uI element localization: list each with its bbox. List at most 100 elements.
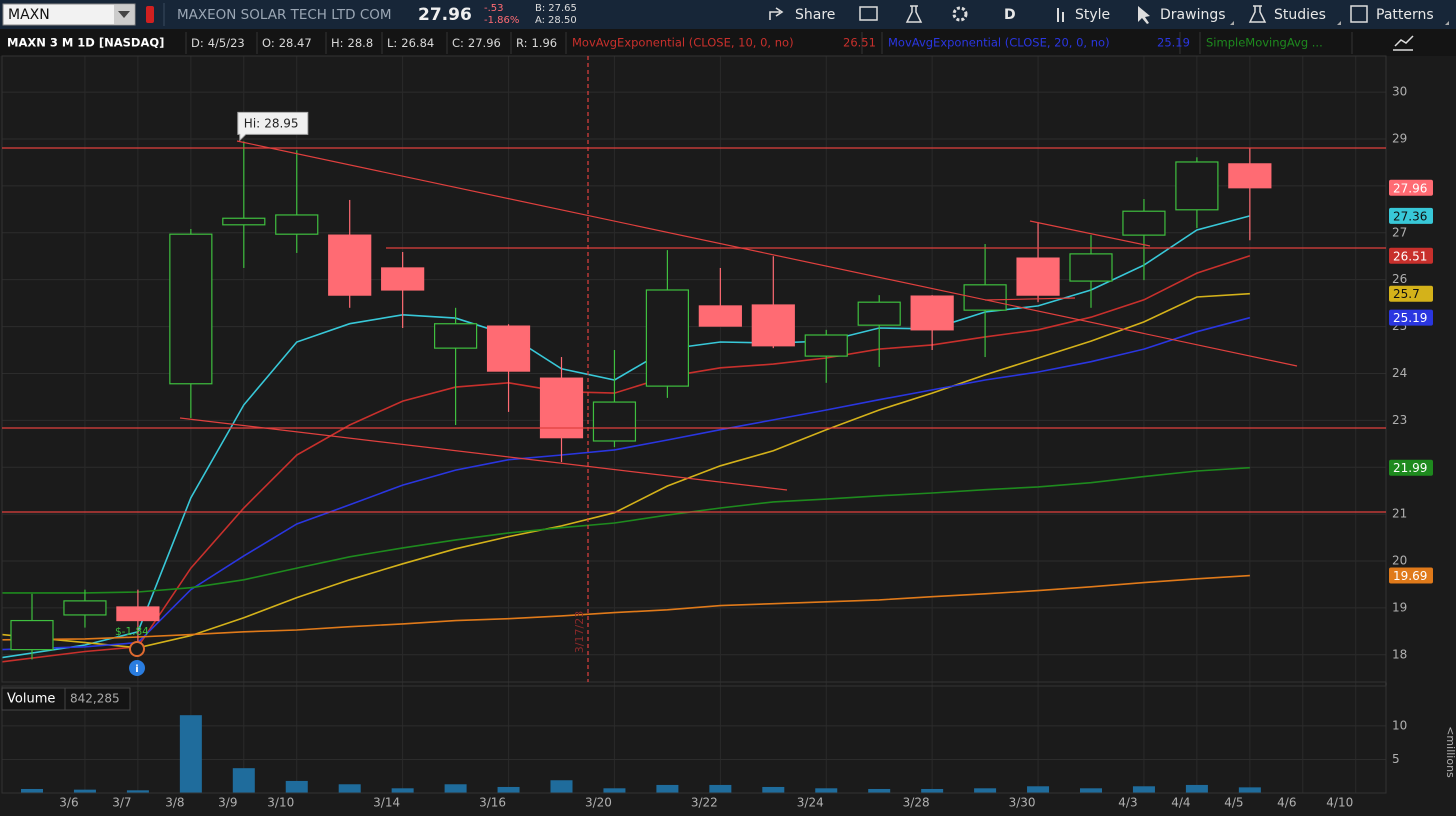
y-tick-label: 18 (1392, 647, 1407, 661)
hi-label-value: 28.95 (264, 116, 298, 130)
patterns-button[interactable]: Patterns (1376, 7, 1434, 23)
price-tag (1389, 207, 1433, 224)
legend-value: 26.51 (843, 36, 876, 50)
candle-body (169, 233, 213, 385)
price-tag-label: 26.51 (1393, 249, 1427, 263)
candle-body (381, 267, 425, 291)
ask-label: A: (535, 15, 545, 26)
link-icon[interactable] (146, 6, 154, 23)
candle-body (1069, 253, 1113, 282)
y-tick-label: 26 (1392, 272, 1407, 286)
flask-button[interactable] (905, 5, 923, 23)
company-name: MAXEON SOLAR TECH LTD COM (177, 7, 392, 23)
volume-value: 842,285 (70, 692, 120, 706)
volume-bar (232, 768, 255, 793)
x-tick-label: 3/22 (691, 796, 718, 810)
y-tick-label: 29 (1392, 131, 1407, 145)
price-tag-label: 27.96 (1393, 181, 1427, 195)
trend-line[interactable] (984, 297, 1076, 301)
screenshot-button[interactable] (859, 6, 878, 21)
candle-body (486, 325, 531, 372)
x-tick-label: 4/5 (1224, 796, 1243, 810)
share-icon (769, 7, 784, 20)
earnings-label: $-1.84 (115, 626, 149, 638)
ma-line (1, 574, 1250, 641)
candle-body (1228, 163, 1272, 189)
header-row (0, 29, 1456, 56)
candle-body (592, 401, 637, 442)
settings-button[interactable] (952, 6, 968, 22)
price-tag (1389, 309, 1433, 326)
volume-bar (1132, 786, 1155, 793)
bid: B: 27.65 (535, 3, 577, 14)
volume-bar (1080, 788, 1102, 793)
x-tick-label: 4/10 (1326, 796, 1353, 810)
x-tick-label: 3/10 (267, 796, 294, 810)
volume-bar (1185, 784, 1208, 793)
hi-label-text: Hi: (244, 116, 260, 130)
volume-bar (815, 788, 838, 793)
ask: A: 28.50 (535, 15, 577, 26)
drawings (2, 56, 1386, 682)
y-tick-label: 23 (1392, 413, 1407, 427)
date-info: D: 4/5/23 (191, 36, 245, 50)
candle-body (116, 606, 160, 622)
trend-line[interactable] (179, 417, 788, 491)
dividend-icon[interactable] (129, 641, 145, 657)
price-tag (1389, 459, 1433, 476)
price-tag-label: 27.36 (1393, 209, 1427, 223)
price-pane-border (1, 55, 1387, 683)
legend-value: 25.19 (1157, 36, 1190, 50)
candle-body (645, 289, 690, 387)
range-label: R: (516, 36, 528, 50)
volume-axis-label: <millions (1444, 726, 1456, 778)
x-tick-label: 3/16 (479, 796, 506, 810)
volume-title: Volume (7, 692, 55, 707)
x-tick-label: 3/24 (797, 796, 824, 810)
svg-text:i: i (135, 664, 138, 675)
style-button[interactable]: Style (1075, 7, 1110, 23)
volume-pane-border (1, 685, 1387, 794)
volume-bar (391, 788, 414, 793)
ma-line (1, 215, 1251, 659)
candle-body (275, 214, 319, 235)
volume-bar (1027, 786, 1050, 793)
price-tag (1389, 285, 1433, 302)
share-button[interactable]: Share (795, 7, 835, 23)
volume-bar (179, 715, 202, 793)
volume-bar (868, 788, 891, 793)
earnings-icon[interactable] (129, 660, 145, 676)
price-tag (1389, 247, 1433, 264)
drawing-toggle[interactable] (1393, 35, 1414, 51)
price-tag-label: 21.99 (1393, 461, 1427, 475)
trend-line[interactable] (236, 140, 1298, 367)
y-tick-label: 20 (1392, 554, 1407, 568)
x-tick-label: 3/28 (903, 796, 930, 810)
candle-body (434, 323, 478, 349)
volume-bar (338, 784, 361, 793)
y-tick-label: 21 (1392, 507, 1407, 521)
candle-body (1175, 161, 1219, 211)
timeframe-button[interactable]: D (1004, 7, 1016, 23)
volume-bar (497, 786, 520, 793)
close-label: C: (452, 36, 464, 50)
date-value: 4/5/23 (208, 36, 245, 50)
range-info: R: 1.96 (516, 36, 557, 50)
price-tag-label: 25.7 (1393, 287, 1420, 301)
drawings-button[interactable]: Drawings (1160, 7, 1226, 23)
symbol-box[interactable] (2, 3, 136, 26)
volume-bar (285, 780, 308, 793)
volume-tick-label: 5 (1392, 752, 1400, 766)
studies-button[interactable]: Studies (1274, 7, 1326, 23)
trend-line[interactable] (1029, 220, 1151, 247)
ma-line (1, 255, 1251, 663)
high-label: H: (331, 36, 344, 50)
x-tick-label: 3/7 (112, 796, 131, 810)
candle-body (10, 619, 54, 651)
last-price: 27.96 (418, 5, 472, 25)
dropdown-arrow (118, 11, 130, 18)
x-tick-label: 4/4 (1171, 796, 1190, 810)
candle-body (910, 295, 954, 331)
candle-body (328, 234, 372, 296)
